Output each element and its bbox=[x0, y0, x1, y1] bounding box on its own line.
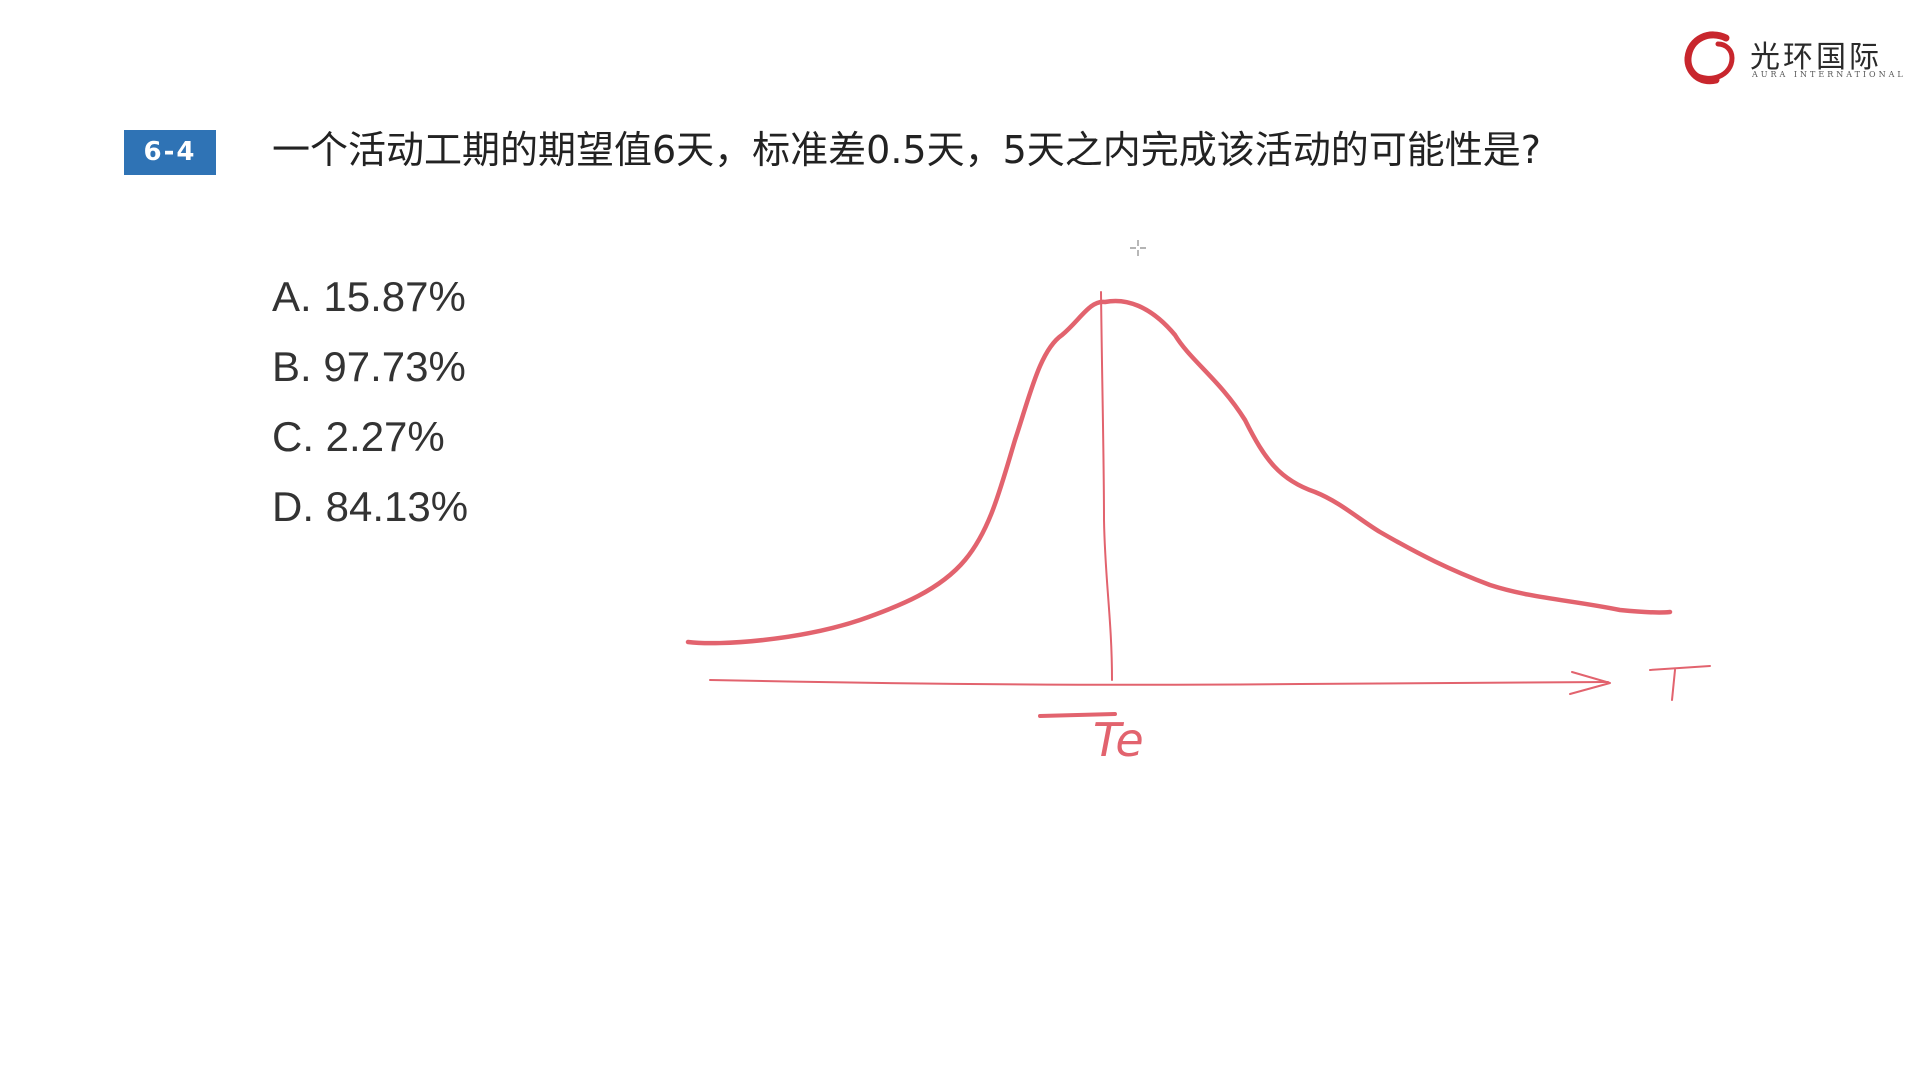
brand-logo: 光环国际 AURA INTERNATIONAL bbox=[1680, 28, 1903, 88]
option-a[interactable]: A. 15.87% bbox=[272, 273, 466, 320]
peak-label: Te bbox=[1093, 713, 1144, 767]
question-text: 一个活动工期的期望值6天，标准差0.5天，5天之内完成该活动的可能性是? bbox=[272, 128, 1541, 172]
distribution-curve bbox=[685, 298, 1673, 646]
mean-line bbox=[1100, 291, 1113, 681]
axis-label-mark bbox=[1649, 665, 1711, 701]
time-axis bbox=[709, 679, 1609, 686]
logo-name-cn: 光环国际 bbox=[1750, 40, 1882, 75]
axis-arrow-head bbox=[1569, 671, 1611, 695]
logo-name-en: AURA INTERNATIONAL bbox=[1752, 70, 1906, 79]
option-c[interactable]: C. 2.27% bbox=[272, 413, 445, 460]
option-d[interactable]: D. 84.13% bbox=[272, 483, 469, 530]
crosshair-cursor-icon bbox=[1130, 240, 1146, 256]
option-b[interactable]: B. 97.73% bbox=[272, 343, 466, 390]
answer-options: A. 15.87% B. 97.73% C. 2.27% D. 84.13% bbox=[272, 262, 468, 542]
te-underline bbox=[1038, 712, 1117, 718]
axis-label: T bbox=[1700, 619, 1701, 621]
aura-logo-icon bbox=[1684, 31, 1735, 85]
question-number-badge: 6-4 bbox=[124, 130, 216, 175]
